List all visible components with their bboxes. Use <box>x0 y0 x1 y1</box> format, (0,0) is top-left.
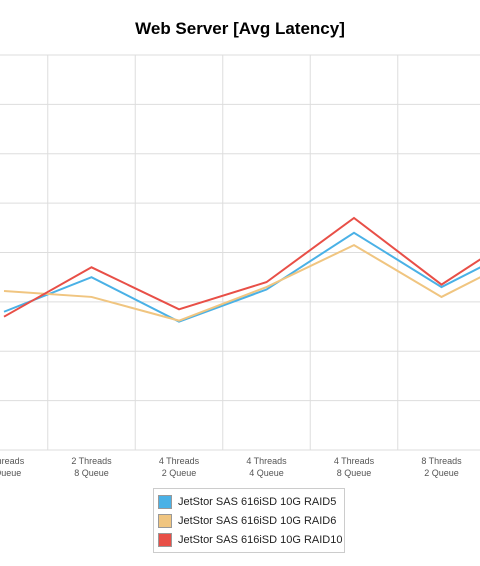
x-tick-label: 4 Threads 4 Queue <box>246 456 287 478</box>
x-tick-label: 4 Threads 8 Queue <box>334 456 375 478</box>
chart-title: Web Server [Avg Latency] <box>135 19 345 38</box>
legend: JetStor SAS 616iSD 10G RAID5 JetStor SAS… <box>153 488 345 553</box>
legend-swatch-raid10 <box>158 532 172 547</box>
legend-swatch-raid5 <box>158 494 172 509</box>
series-line-2[interactable] <box>3 216 480 318</box>
x-tick-label: 2 Threads 8 Queue <box>71 456 112 478</box>
series-line-0[interactable] <box>3 231 480 323</box>
legend-label-raid10: JetStor SAS 616iSD 10G RAID10 <box>178 533 343 546</box>
series-line-1[interactable] <box>3 243 480 322</box>
legend-item-raid10[interactable]: JetStor SAS 616iSD 10G RAID10 <box>154 530 344 549</box>
legend-label-raid5: JetStor SAS 616iSD 10G RAID5 <box>178 495 337 508</box>
x-tick-label: 4 Threads 2 Queue <box>159 456 200 478</box>
legend-label-raid6: JetStor SAS 616iSD 10G RAID6 <box>178 514 337 527</box>
legend-item-raid5[interactable]: JetStor SAS 616iSD 10G RAID5 <box>154 492 344 511</box>
legend-swatch-raid6 <box>158 513 172 528</box>
x-tick-label: 8 Threads 2 Queue <box>421 456 462 478</box>
legend-item-raid6[interactable]: JetStor SAS 616iSD 10G RAID6 <box>154 511 344 530</box>
